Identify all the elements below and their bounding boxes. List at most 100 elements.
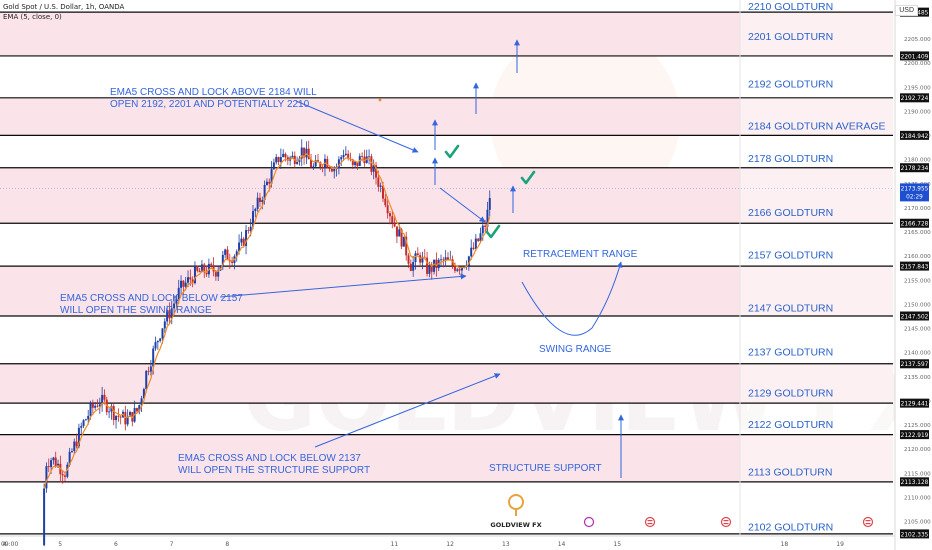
candle-body [479, 233, 482, 242]
candle-body [472, 247, 475, 249]
candle-body [54, 457, 57, 467]
candle-body [361, 156, 364, 157]
level-price-tag-text: 2102.335 [901, 532, 929, 538]
currency-badge[interactable]: USD [895, 5, 918, 16]
candle-body [43, 488, 46, 546]
candle-body [344, 153, 347, 156]
candle-body [135, 408, 138, 412]
current-price-tag [900, 183, 929, 202]
candle-body [272, 162, 275, 170]
candle-body [282, 153, 285, 158]
candle-body [279, 157, 282, 162]
zone-band [0, 167, 893, 224]
price-tick-label: 2195.000 [904, 85, 931, 91]
candle-body [405, 236, 408, 256]
candle-body [217, 270, 220, 277]
time-tick-label: 14 [558, 541, 566, 548]
candle-body [182, 280, 185, 287]
candle-body [277, 157, 280, 162]
price-tick-label: 2200.000 [904, 61, 931, 67]
candle-body [52, 457, 55, 461]
candle-body [128, 412, 131, 417]
candle-body [50, 460, 53, 468]
ema-indicator-label[interactable]: EMA (5, close, 0) [3, 13, 62, 21]
time-tick-label: 18 [781, 541, 789, 548]
candle-body [388, 213, 391, 217]
candle-body [291, 155, 294, 158]
candle-body [372, 165, 375, 172]
zone-band [0, 97, 893, 136]
price-tick-label: 2180.000 [904, 158, 931, 164]
candle-body [173, 303, 176, 309]
level-price-tag-text: 2147.502 [901, 314, 929, 320]
level-price-tag-text: 2157.843 [901, 265, 929, 271]
candle-body [226, 249, 229, 260]
candle-body [154, 342, 157, 349]
candle-body [354, 161, 357, 166]
candle-body [112, 406, 115, 421]
swing-range-arc [521, 261, 623, 336]
candle-body [196, 266, 199, 271]
candle-body [428, 264, 431, 274]
candle-body [198, 270, 201, 273]
candle-body [252, 211, 255, 227]
candle-body [319, 162, 322, 168]
candle-body [189, 277, 192, 280]
level-label: 2157 GOLDTURN [748, 250, 833, 262]
price-tick-label: 2165.000 [904, 230, 931, 236]
candle-body [381, 185, 384, 199]
candle-body [456, 269, 459, 271]
candle-body [263, 185, 266, 200]
down-arrow-retracement [439, 187, 486, 223]
level-price-tag-text: 2201.409 [901, 54, 929, 60]
price-tick-label: 2135.000 [904, 375, 931, 381]
price-tick-label: 2145.000 [904, 327, 931, 333]
candle-body [435, 259, 438, 269]
check-mark [520, 170, 536, 185]
candle-body [477, 238, 480, 242]
level-price-tag-text: 2192.724 [901, 96, 929, 102]
candle-body [368, 156, 371, 158]
candle-body [82, 420, 85, 427]
candle-body [177, 287, 180, 299]
candle-body [414, 253, 417, 263]
time-tick-label: 6 [114, 541, 118, 548]
level-price-tag-text: 2113.128 [901, 480, 929, 486]
candle-body [98, 404, 101, 407]
candle-body [47, 466, 50, 468]
level-price-tag [900, 311, 929, 321]
level-label: 2113 GOLDTURN [748, 466, 832, 478]
candle-body [124, 411, 127, 425]
candle-body [460, 267, 463, 271]
candle-body [238, 242, 241, 252]
level-label: 2184 GOLDTURN AVERAGE [748, 120, 886, 132]
check-mark [444, 144, 460, 159]
candle-body [147, 370, 150, 372]
candle-body [328, 167, 331, 169]
candle-body [442, 259, 445, 261]
candle-body [458, 269, 461, 271]
candle-body [268, 181, 271, 184]
candle-body [412, 262, 415, 271]
level-price-tag [900, 261, 929, 271]
candle-body [467, 256, 470, 266]
price-tick-label: 2205.000 [904, 37, 931, 43]
candle-body [145, 370, 148, 390]
candle-body [275, 157, 278, 163]
candle-body [484, 225, 487, 227]
candle-body [249, 226, 252, 231]
candle-body [377, 177, 380, 187]
zone-band [0, 266, 893, 316]
price-axis-background [895, 0, 932, 550]
candle-body [433, 259, 436, 272]
annotation-arrow-structure [314, 373, 501, 448]
candle-body [156, 340, 159, 343]
candle-body [474, 238, 477, 249]
level-price-tag [900, 477, 929, 487]
time-tick-label: 7 [170, 541, 174, 548]
candle-body [393, 222, 396, 227]
level-price-tag [900, 430, 929, 440]
level-price-tag-text: 2137.597 [901, 362, 929, 368]
candle-body [219, 265, 222, 271]
candle-body [142, 389, 145, 399]
